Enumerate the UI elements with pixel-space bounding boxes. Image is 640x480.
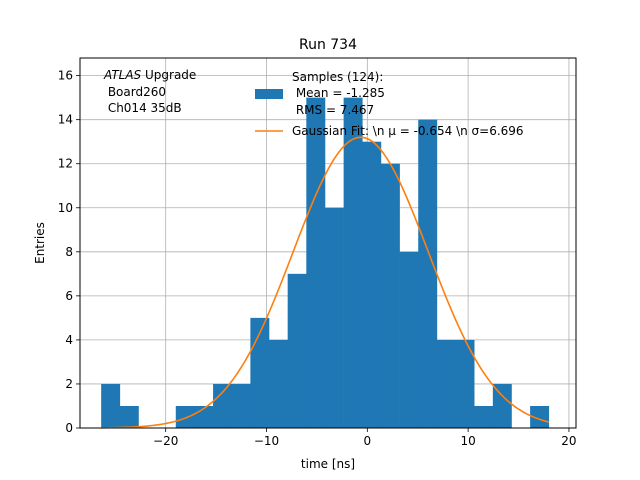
svg-text:ATLAS Upgrade: ATLAS Upgrade — [103, 68, 196, 82]
gaussian-fit — [101, 136, 549, 429]
histogram-bar — [101, 383, 121, 428]
y-tick-label: 0 — [65, 421, 73, 435]
x-tick-label: −20 — [153, 434, 178, 448]
legend-hist-line3: RMS = 7.467 — [292, 103, 374, 117]
x-tick-label: 0 — [363, 434, 371, 448]
x-tick-label: 10 — [460, 434, 475, 448]
annotation: ATLAS Upgrade Board260 Ch014 35dB — [103, 68, 196, 115]
y-tick-label: 8 — [65, 245, 73, 259]
histogram-bar — [474, 405, 494, 428]
y-tick-label: 4 — [65, 333, 73, 347]
histogram-bar — [343, 97, 363, 429]
x-tick-label: −10 — [254, 434, 279, 448]
legend-hist-line1: Samples (124): — [292, 70, 383, 84]
upgrade-text: Upgrade — [141, 68, 196, 82]
atlas-text: ATLAS — [103, 68, 142, 82]
histogram-bar — [436, 339, 456, 428]
x-axis-label: time [ns] — [301, 457, 355, 471]
histogram-bar — [287, 273, 307, 428]
histogram-bars — [101, 97, 550, 429]
x-tick-label: 20 — [561, 434, 576, 448]
histogram-bar — [175, 405, 195, 428]
histogram-bar — [213, 383, 233, 428]
histogram-bar — [231, 383, 251, 428]
histogram-bar — [455, 339, 475, 428]
y-tick-label: 12 — [58, 157, 73, 171]
y-axis-label: Entries — [33, 222, 47, 264]
legend-hist-swatch — [255, 89, 283, 99]
y-tick-label: 6 — [65, 289, 73, 303]
plot-frame — [79, 57, 577, 429]
histogram-bar — [362, 141, 382, 428]
histogram-bar — [119, 405, 139, 428]
board-text: Board260 — [104, 85, 166, 99]
legend-fit-label: Gaussian Fit: \n μ = -0.654 \n σ=6.696 — [292, 124, 524, 138]
histogram-bar — [306, 97, 326, 429]
y-tick-label: 16 — [58, 69, 73, 83]
histogram-bar — [399, 251, 419, 428]
histogram-bar — [269, 339, 288, 428]
histogram-bar — [530, 405, 550, 428]
legend-hist-line2: Mean = -1.285 — [292, 86, 385, 100]
y-tick-label: 10 — [58, 201, 73, 215]
legend: Samples (124): Mean = -1.285 RMS = 7.467… — [255, 70, 524, 138]
histogram-bar — [250, 317, 270, 428]
fit-curve-line — [101, 136, 549, 429]
y-tick-label: 14 — [58, 113, 73, 127]
y-tick-label: 2 — [65, 377, 73, 391]
x-axis-ticks: −20 −10 0 10 20 — [153, 428, 577, 448]
histogram-bar — [492, 383, 512, 428]
histogram-bar — [380, 163, 400, 428]
histogram-bar — [324, 207, 344, 428]
histogram-bar — [418, 119, 438, 429]
channel-text: Ch014 35dB — [104, 101, 182, 115]
y-axis-ticks: 0 2 4 6 8 10 12 14 16 — [58, 69, 80, 435]
chart-title: Run 734 — [299, 37, 357, 53]
